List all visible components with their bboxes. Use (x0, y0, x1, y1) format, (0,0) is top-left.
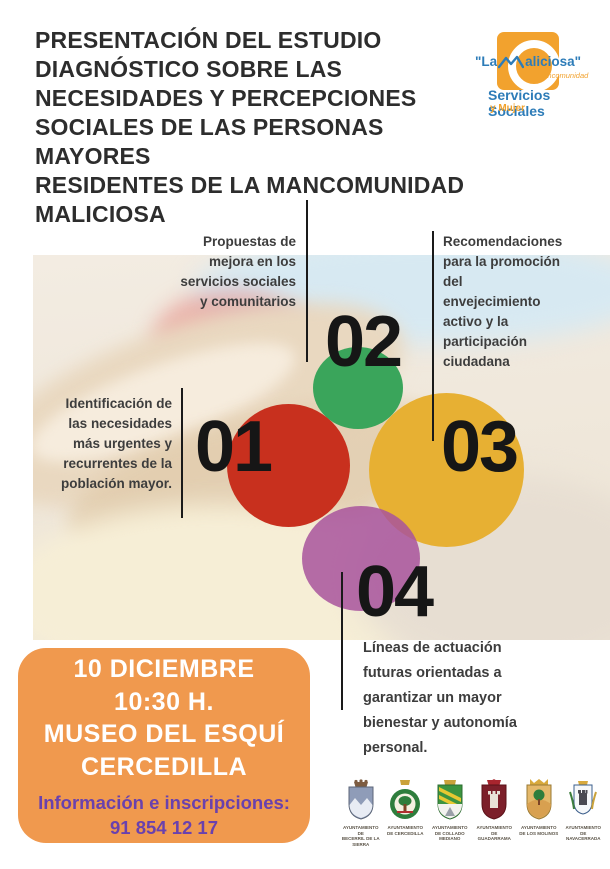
logo-orange-square (497, 32, 560, 92)
logo-org-type: Mancomunidad (537, 71, 589, 80)
step-number-04: 04 (356, 552, 434, 632)
municipality-collado-mediano: AYUNTAMIENTO DE COLLADO MEDIANO (430, 779, 470, 847)
connector-line-02 (306, 200, 308, 362)
circle-green (313, 347, 403, 429)
logo-ring-icon (508, 40, 560, 92)
connector-line-01 (181, 388, 183, 518)
shield-collado-icon (437, 780, 463, 820)
shield-navacerrada-icon (569, 781, 598, 815)
step-text-02: Propuestas de mejora en los servicios so… (180, 234, 296, 309)
event-venue: MUSEO DEL ESQUÍ (43, 720, 285, 748)
logo-dept-line2: y Mujer (490, 103, 526, 114)
logo-dept-line1: Servicios Sociales (488, 87, 551, 119)
municipality-shields-row: AYUNTAMIENTO DE BECERRIL DE LA SIERRA AY… (341, 779, 603, 847)
step-text-03: Recomendaciones para la promoción del en… (443, 234, 563, 369)
event-date: 10 DICIEMBRE (73, 655, 255, 683)
event-time: 10:30 H. (114, 687, 214, 716)
event-info-label: Información e inscripciones: (38, 792, 290, 813)
municipality-caption: AYUNTAMIENTO DE NAVACERRADA (565, 825, 601, 841)
shield-cercedilla-icon (390, 780, 421, 819)
municipality-guadarrama: AYUNTAMIENTO DE GUADARRAMA (475, 779, 515, 847)
step-number-01: 01 (195, 407, 273, 487)
municipality-caption: AYUNTAMIENTO DE LOS MOLINOS (519, 825, 559, 836)
shield-guadarrama-icon (481, 779, 507, 820)
logo-name-suffix: aliciosa" (525, 54, 582, 69)
municipality-becerril: AYUNTAMIENTO DE BECERRIL DE LA SIERRA (341, 779, 381, 847)
shield-los-molinos-icon (526, 779, 552, 820)
connector-line-04 (341, 572, 343, 710)
page-title: PRESENTACIÓN DEL ESTUDIO DIAGNÓSTICO SOB… (35, 27, 465, 227)
mountain-icon (498, 55, 525, 68)
event-info-box: 10 DICIEMBRE 10:30 H. MUSEO DEL ESQUÍ CE… (18, 648, 310, 843)
step-text-04: Líneas de actuación futuras orientadas a… (363, 640, 517, 756)
municipality-caption: AYUNTAMIENTO DE BECERRIL DE LA SIERRA (341, 825, 380, 847)
municipality-caption: AYUNTAMIENTO DE COLLADO MEDIANO (432, 825, 468, 841)
logo-la-maliciosa: "La aliciosa" Mancomunidad Servicios Soc… (475, 28, 607, 120)
municipality-navacerrada: AYUNTAMIENTO DE NAVACERRADA (564, 779, 604, 847)
municipality-caption: AYUNTAMIENTO DE CERCEDILLA (386, 825, 424, 836)
step-number-03: 03 (441, 407, 519, 487)
municipality-los-molinos: AYUNTAMIENTO DE LOS MOLINOS (519, 779, 559, 847)
step-number-02: 02 (325, 302, 403, 382)
municipality-caption: AYUNTAMIENTO DE GUADARRAMA (476, 825, 512, 841)
logo-name-prefix: "La (475, 54, 498, 69)
shield-becerril-icon (348, 779, 374, 820)
event-city: CERCEDILLA (80, 752, 248, 781)
circle-purple (302, 506, 420, 611)
municipality-cercedilla: AYUNTAMIENTO DE CERCEDILLA (386, 779, 426, 847)
connector-line-03 (432, 231, 434, 441)
logo-name: "La aliciosa" (475, 54, 607, 69)
step-text-01: Identificación de las necesidades más ur… (60, 396, 172, 491)
event-phone-number: 91 854 12 17 (109, 817, 219, 838)
circle-red (227, 404, 350, 527)
